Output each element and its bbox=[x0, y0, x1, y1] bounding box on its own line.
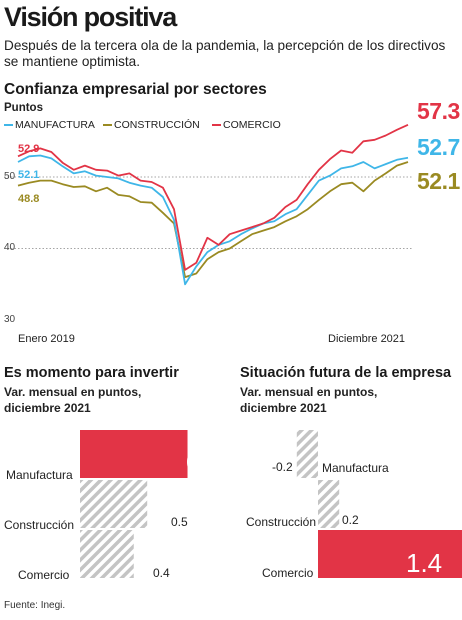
legend-manufactura: MANUFACTURA bbox=[4, 119, 95, 131]
bar1-category-manufactura: Manufactura bbox=[6, 468, 73, 482]
page-title: Visión positiva bbox=[4, 2, 177, 32]
ytick-40: 40 bbox=[4, 242, 16, 253]
legend-swatch-construccion bbox=[103, 124, 112, 126]
bar1-bar-construccion bbox=[80, 480, 148, 528]
legend-label-comercio: COMERCIO bbox=[223, 119, 281, 131]
grid-lines bbox=[4, 176, 412, 249]
bar2-category-comercio: Comercio bbox=[262, 566, 314, 580]
line-chart-title: Confianza empresarial por sectores bbox=[4, 81, 267, 98]
legend-label-construccion: CONSTRUCCIÓN bbox=[114, 119, 200, 131]
bar1-category-comercio: Comercio bbox=[18, 568, 70, 582]
series-line-manufactura bbox=[17, 154, 409, 286]
bar2-category-construccion: Construcción bbox=[246, 515, 317, 529]
legend-construccion: CONSTRUCCIÓN bbox=[103, 119, 200, 131]
bar1-value-manufactura: 0.8 bbox=[186, 447, 223, 477]
end-label-manufactura: 52.7 bbox=[417, 134, 460, 160]
x-end-label: Diciembre 2021 bbox=[328, 333, 406, 345]
bar2-value-manufactura: -0.2 bbox=[272, 460, 293, 474]
line-chart bbox=[4, 123, 412, 286]
series-line-construccion bbox=[17, 161, 409, 279]
start-label-comercio: 52.9 bbox=[18, 143, 40, 155]
bar-chart-invertir bbox=[80, 430, 188, 578]
bar2-title: Situación futura de la empresa bbox=[240, 365, 452, 381]
bar1-category-construccion: Construcción bbox=[4, 518, 75, 532]
start-label-manufactura: 52.1 bbox=[18, 169, 40, 181]
series-line-comercio bbox=[17, 123, 409, 271]
x-start-label: Enero 2019 bbox=[18, 333, 75, 345]
ytick-50: 50 bbox=[4, 171, 16, 182]
legend-comercio: COMERCIO bbox=[212, 119, 281, 131]
bar2-value-comercio: 1.4 bbox=[406, 548, 443, 578]
bar1-value-construccion: 0.5 bbox=[171, 515, 188, 529]
bar1-bar-manufactura bbox=[80, 430, 188, 478]
bar1-title: Es momento para invertir bbox=[4, 365, 179, 381]
legend-label-manufactura: MANUFACTURA bbox=[15, 119, 95, 131]
bar2-subtitle-line1: Var. mensual en puntos, bbox=[240, 385, 378, 399]
source-note: Fuente: Inegi. bbox=[4, 600, 66, 611]
bar2-bar-manufactura bbox=[296, 430, 318, 478]
series-lines bbox=[17, 123, 409, 286]
ytick-30: 30 bbox=[4, 314, 16, 325]
bar1-subtitle-line1: Var. mensual en puntos, bbox=[4, 385, 142, 399]
page-subtitle: Después de la tercera ola de la pandemia… bbox=[4, 38, 446, 69]
bar2-subtitle-line2: diciembre 2021 bbox=[240, 401, 327, 415]
bar1-value-comercio: 0.4 bbox=[153, 566, 170, 580]
legend-swatch-comercio bbox=[212, 124, 221, 126]
bar2-bar-construccion bbox=[318, 480, 340, 528]
end-label-comercio: 57.3 bbox=[417, 98, 460, 124]
bar-chart-situacion bbox=[296, 430, 462, 578]
start-label-construccion: 48.8 bbox=[18, 193, 40, 205]
bar2-value-construccion: 0.2 bbox=[342, 513, 359, 527]
bar2-bar-comercio bbox=[318, 530, 462, 578]
bar2-category-manufactura: Manufactura bbox=[322, 461, 389, 475]
line-chart-unit: Puntos bbox=[4, 102, 43, 114]
end-label-construccion: 52.1 bbox=[417, 168, 460, 194]
legend-swatch-manufactura bbox=[4, 124, 13, 126]
bar1-bar-comercio bbox=[80, 530, 134, 578]
bar1-subtitle-line2: diciembre 2021 bbox=[4, 401, 91, 415]
